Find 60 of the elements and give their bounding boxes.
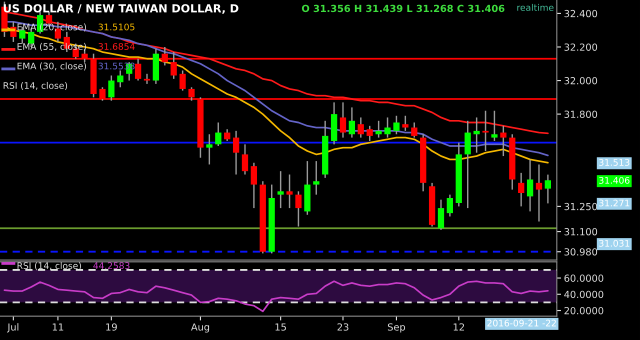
candlestick xyxy=(180,70,186,92)
annotation: 31.6854 xyxy=(98,43,135,50)
y-tick-label: 31.250 xyxy=(564,202,598,210)
candlestick xyxy=(108,74,114,102)
y2-tick-label: 31.271 xyxy=(599,200,630,206)
x-tick-label: 19 xyxy=(106,323,117,331)
candlestick xyxy=(206,134,212,166)
candlestick xyxy=(117,70,124,88)
candlestick xyxy=(384,116,391,138)
y-tick-label: 60.0000 xyxy=(564,274,604,282)
y-tick-label: 32.000 xyxy=(564,77,598,84)
candlestick xyxy=(313,160,320,196)
x-tick-label: Aug xyxy=(191,323,210,333)
x-tick-label: 23 xyxy=(338,323,348,331)
candlestick xyxy=(491,110,498,142)
x-tick-label: Sep xyxy=(388,323,406,333)
candlestick xyxy=(544,174,552,204)
candlestick xyxy=(393,115,400,135)
chart-subtitle: O 31.356 H 31.439 L 31.268 C 31.406 xyxy=(302,4,504,12)
candlestick xyxy=(464,120,471,209)
x-tick-label: 15 xyxy=(276,323,286,331)
candlestick xyxy=(242,144,248,176)
candlestick xyxy=(358,116,364,138)
y-tick-label: 40.0000 xyxy=(564,290,604,298)
candlestick xyxy=(340,102,346,138)
annotation: 44.2583 xyxy=(93,262,130,270)
y2-tick-label: 31.406 xyxy=(599,176,630,184)
candlestick xyxy=(366,125,373,142)
candlestick xyxy=(438,198,444,231)
candlestick xyxy=(526,158,534,212)
text: 2016-09-21 -22 xyxy=(487,320,556,326)
legend-label: EMA (30, close) xyxy=(18,62,86,70)
x-tick-label: 12 xyxy=(454,323,464,331)
candlestick xyxy=(250,162,258,209)
y-tick-label: 30.980 xyxy=(564,248,598,256)
candlestick xyxy=(536,164,542,222)
candlestick xyxy=(518,172,524,208)
y-tick-label: 20.0000 xyxy=(564,306,604,314)
y-tick-label: 31.800 xyxy=(564,110,598,118)
x-tick-label: 11 xyxy=(52,323,64,331)
y-tick-label: 32.200 xyxy=(564,43,598,51)
annotation: 31.5105 xyxy=(98,24,134,30)
y2-tick-label: 31.513 xyxy=(599,159,630,166)
y-tick-label: 31.100 xyxy=(564,228,598,236)
y-tick-label: 32.400 xyxy=(564,10,598,18)
candlestick xyxy=(446,194,454,218)
candlestick xyxy=(224,128,230,142)
annotation: realtime xyxy=(517,4,554,11)
candlestick xyxy=(215,122,222,147)
y2-tick-label: 31.031 xyxy=(599,240,630,247)
candlestick xyxy=(411,122,418,138)
candlestick xyxy=(348,106,356,138)
x-tick-label: Jul xyxy=(6,323,18,332)
candlestick xyxy=(402,115,408,132)
candlestick xyxy=(232,130,240,176)
legend-label: RSI (14, close) xyxy=(18,262,81,270)
candlestick xyxy=(500,125,506,157)
line-series xyxy=(4,280,549,312)
candlestick xyxy=(295,190,302,228)
annotation: RSI (14, close) xyxy=(4,82,68,90)
